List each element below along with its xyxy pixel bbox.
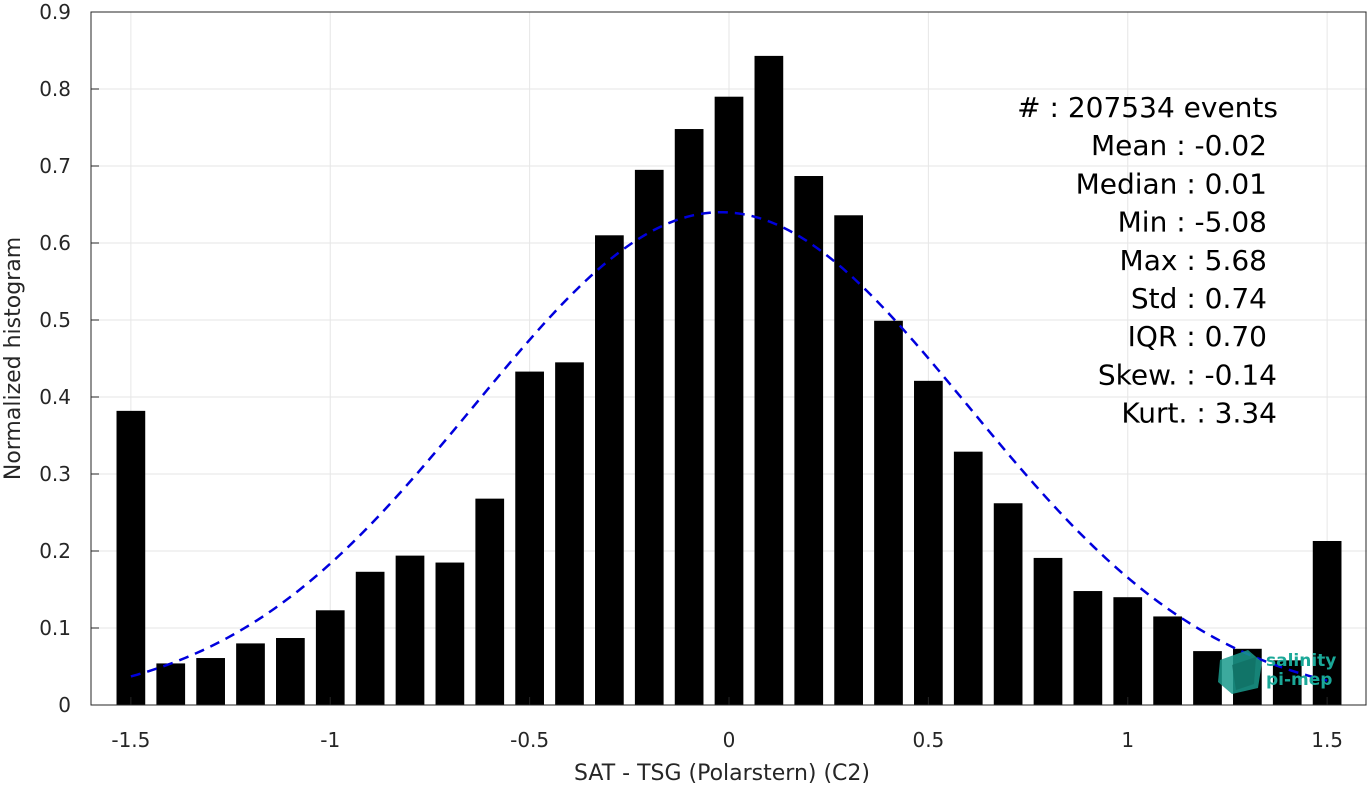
y-tick-label: 0.1 bbox=[39, 616, 71, 640]
x-tick-label: -0.5 bbox=[510, 728, 549, 752]
histogram-bar bbox=[754, 55, 784, 705]
y-tick-label: 0.6 bbox=[39, 231, 71, 255]
histogram-bar bbox=[1033, 557, 1063, 705]
histogram-bar bbox=[435, 562, 465, 705]
stat-line: Min : -5.08 bbox=[1118, 206, 1267, 239]
histogram-bar bbox=[515, 371, 544, 705]
stat-line: Mean : -0.02 bbox=[1091, 129, 1267, 162]
histogram-bar bbox=[236, 643, 265, 705]
y-tick-label: 0.7 bbox=[39, 154, 71, 178]
histogram-bar bbox=[1113, 597, 1143, 705]
logo-line2: pi-mep bbox=[1266, 670, 1332, 690]
x-tick-label: 0.5 bbox=[912, 728, 944, 752]
y-axis-ticks: 0 0.1 0.2 0.3 0.4 0.5 0.6 0.7 0.8 0.9 bbox=[39, 0, 99, 717]
histogram-bar bbox=[156, 663, 186, 705]
histogram-bar bbox=[116, 410, 146, 705]
histogram-bar bbox=[794, 176, 824, 705]
y-tick-label: 0.4 bbox=[39, 385, 71, 409]
histogram-bar bbox=[555, 362, 584, 705]
x-axis-label: SAT - TSG (Polarstern) (C2) bbox=[574, 761, 870, 785]
histogram-bar bbox=[395, 555, 425, 705]
stat-line: Median : 0.01 bbox=[1076, 167, 1267, 200]
histogram-bar bbox=[1193, 651, 1222, 705]
stat-line: Kurt. : 3.34 bbox=[1121, 397, 1277, 430]
salinity-pimep-logo: salinity pi-mep bbox=[1218, 650, 1336, 694]
x-tick-label: 0 bbox=[723, 728, 736, 752]
histogram-bar bbox=[914, 380, 943, 705]
bars-group bbox=[116, 55, 1342, 706]
statistics-annotation: # : 207534 events Mean : -0.02 Median : 0.… bbox=[1017, 91, 1278, 430]
histogram-bar bbox=[714, 96, 744, 705]
y-tick-label: 0 bbox=[58, 693, 71, 717]
histogram-bar bbox=[196, 658, 225, 705]
histogram-bar bbox=[1073, 591, 1103, 705]
x-tick-label: -1.5 bbox=[111, 728, 150, 752]
histogram-bar bbox=[1153, 616, 1182, 705]
histogram-bar bbox=[1312, 540, 1342, 705]
stat-line: Skew. : -0.14 bbox=[1098, 358, 1277, 391]
stat-line: Max : 5.68 bbox=[1120, 244, 1267, 277]
logo-line1: salinity bbox=[1266, 651, 1336, 671]
histogram-bar bbox=[874, 320, 903, 705]
y-tick-label: 0.2 bbox=[39, 539, 71, 563]
x-tick-label: -1 bbox=[320, 728, 340, 752]
histogram-bar bbox=[634, 169, 664, 706]
histogram-bar bbox=[953, 451, 983, 705]
y-tick-label: 0.8 bbox=[39, 77, 71, 101]
stat-line: IQR : 0.70 bbox=[1128, 320, 1267, 353]
logo-icon-facet bbox=[1232, 657, 1256, 690]
x-axis-ticks: -1.5 -1 -0.5 0 0.5 1 1.5 bbox=[111, 697, 1343, 752]
histogram-bar bbox=[276, 638, 305, 705]
y-tick-label: 0.5 bbox=[39, 308, 71, 332]
histogram-bar bbox=[1272, 660, 1302, 705]
histogram-bar bbox=[355, 571, 385, 705]
histogram-bar bbox=[595, 235, 624, 706]
histogram-bar bbox=[315, 610, 345, 705]
histogram-bar bbox=[674, 129, 704, 706]
y-tick-label: 0.3 bbox=[39, 462, 71, 486]
y-axis-label: Normalized histogram bbox=[1, 237, 26, 480]
stat-line: # : 207534 events bbox=[1017, 91, 1278, 124]
histogram-bar bbox=[475, 498, 505, 705]
y-tick-label: 0.9 bbox=[39, 0, 71, 24]
stat-line: Std : 0.74 bbox=[1131, 282, 1267, 315]
x-tick-label: 1.5 bbox=[1311, 728, 1343, 752]
normal-fit-curve bbox=[130, 210, 1328, 682]
x-tick-label: 1 bbox=[1121, 728, 1134, 752]
histogram-bar bbox=[993, 503, 1023, 705]
histogram-bar bbox=[834, 215, 863, 705]
